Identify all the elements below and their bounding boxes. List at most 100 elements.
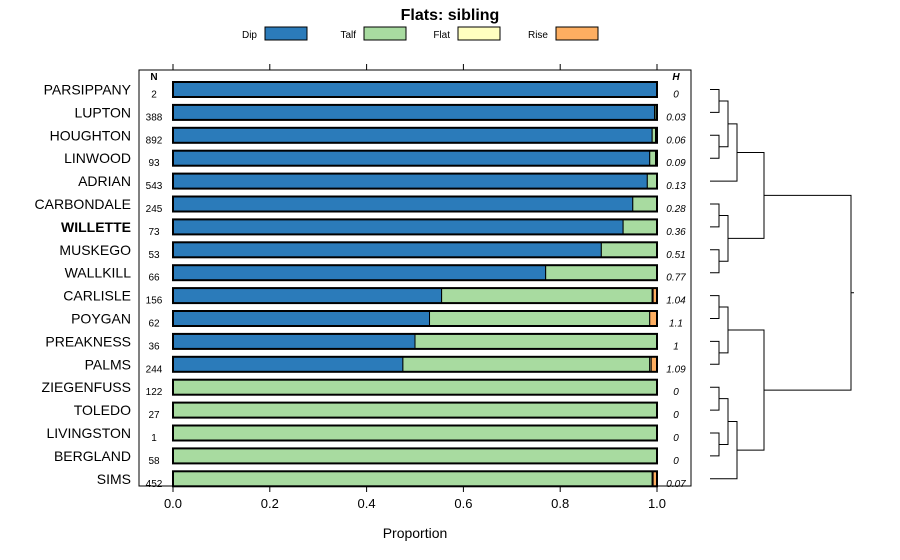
bar-segment-talf [622,218,658,235]
dendrogram-branch [710,340,720,365]
bar-outline [172,195,658,213]
h-value: 0.07 [666,479,686,490]
bar-outline [172,126,658,144]
bar-segment-dip [172,310,431,327]
dendrogram [710,89,854,480]
h-value: 1.09 [666,364,686,375]
n-value: 27 [148,410,160,421]
bar-outline [172,401,658,419]
bar-outline [172,378,658,396]
h-value: 0 [673,433,679,444]
bar-outline [172,218,658,236]
h-value: 1 [673,341,679,352]
dendrogram-branch [728,151,765,239]
bar-outline [172,310,658,327]
bar-segment-talf [545,264,658,281]
dendrogram-branch [710,123,738,182]
bar-segment-dip [172,196,634,212]
h-value: 1.1 [669,319,683,330]
h-value: 0.36 [666,227,686,238]
n-value: 244 [146,364,163,375]
h-value: 0.77 [666,273,686,284]
dendrogram-branch [710,134,720,159]
bar-segment-talf [429,310,651,327]
category-label: SIMS [97,471,131,487]
n-value: 58 [148,456,160,467]
category-label: HOUGHTON [50,127,131,143]
category-label: CARLISLE [63,288,131,304]
bar-outline [172,264,658,282]
n-value: 1 [151,433,157,444]
category-label: MUSKEGO [59,242,131,258]
x-tick-label: 0.6 [454,496,472,511]
bar-segment-dip [172,356,404,373]
bar-segment-talf [651,127,657,144]
dendrogram-branch [710,89,720,113]
bar-outline [172,172,658,190]
h-value: 0 [673,456,679,467]
bar-outline [172,81,658,98]
n-value: 156 [146,296,163,307]
bar-segment-talf [441,287,653,304]
legend-swatch-rise [555,26,599,41]
legend-swatch-dip [264,26,308,41]
bar-segment-talf [646,173,658,190]
bar-segment-dip [172,241,602,258]
chart-title: Flats: sibling [401,7,500,24]
category-label: WILLETTE [61,219,131,235]
legend-swatch-talf [363,26,407,41]
h-value: 0 [673,387,679,398]
n-value: 93 [148,158,160,169]
category-label: ADRIAN [78,173,131,189]
x-tick-label: 0.2 [261,496,279,511]
category-label: CARBONDALE [35,196,131,212]
legend-swatch-flat [457,26,501,41]
legend-label-dip: Dip [242,30,257,41]
dendrogram-branch [710,249,720,274]
x-axis-label: Proportion [383,525,448,541]
bar-segment-talf [632,196,658,212]
x-tick-label: 0.8 [551,496,569,511]
dendrogram-branch [719,100,729,148]
dendrogram-branch [719,306,729,354]
dendrogram-branch [710,421,738,480]
category-label: POYGAN [71,311,131,327]
n-value: 245 [146,204,163,215]
bar-segment-dip [172,127,653,144]
h-value: 0.51 [666,250,685,261]
x-tick-label: 0.4 [358,496,376,511]
h-value: 0 [673,90,679,101]
dendrogram-branch [710,295,720,319]
bar-segment-dip [172,333,416,350]
bar-segment-talf [172,379,658,396]
bar-outline [172,424,658,442]
h-value: 0 [673,410,679,421]
category-label: PARSIPPANY [44,82,132,98]
n-value: 66 [148,273,160,284]
dendrogram-branch [728,329,765,451]
bar-outline [172,355,658,373]
bar-segment-dip [172,287,443,304]
dendrogram-branch [719,214,729,262]
h-column-header: H [672,72,680,83]
bar-segment-dip [172,173,648,190]
category-label: TOLEDO [74,402,131,418]
category-label: BERGLAND [54,448,131,464]
h-value: 1.04 [666,296,686,307]
n-value: 122 [146,387,163,398]
bar-segment-talf [172,402,658,419]
bar-rows: PARSIPPANY 2 0 LUPTON 388 0.03 HOUGHTON 892 0.06… [35,81,686,490]
x-axis: 0.0 0.2 0.4 0.6 0.8 1.0 [164,64,666,511]
bar-segment-talf [172,425,658,441]
bar-outline [172,103,658,121]
bar-segment-dip [172,264,547,281]
legend: Dip Talf Flat Rise [242,26,599,41]
bar-outline [172,149,658,167]
category-label: LIVINGSTON [46,425,131,441]
bar-segment-talf [600,241,658,258]
h-value: 0.28 [666,204,686,215]
x-tick-label: 0.0 [164,496,182,511]
bar-outline [172,287,658,305]
h-value: 0.06 [666,135,686,146]
n-value: 892 [146,135,163,146]
